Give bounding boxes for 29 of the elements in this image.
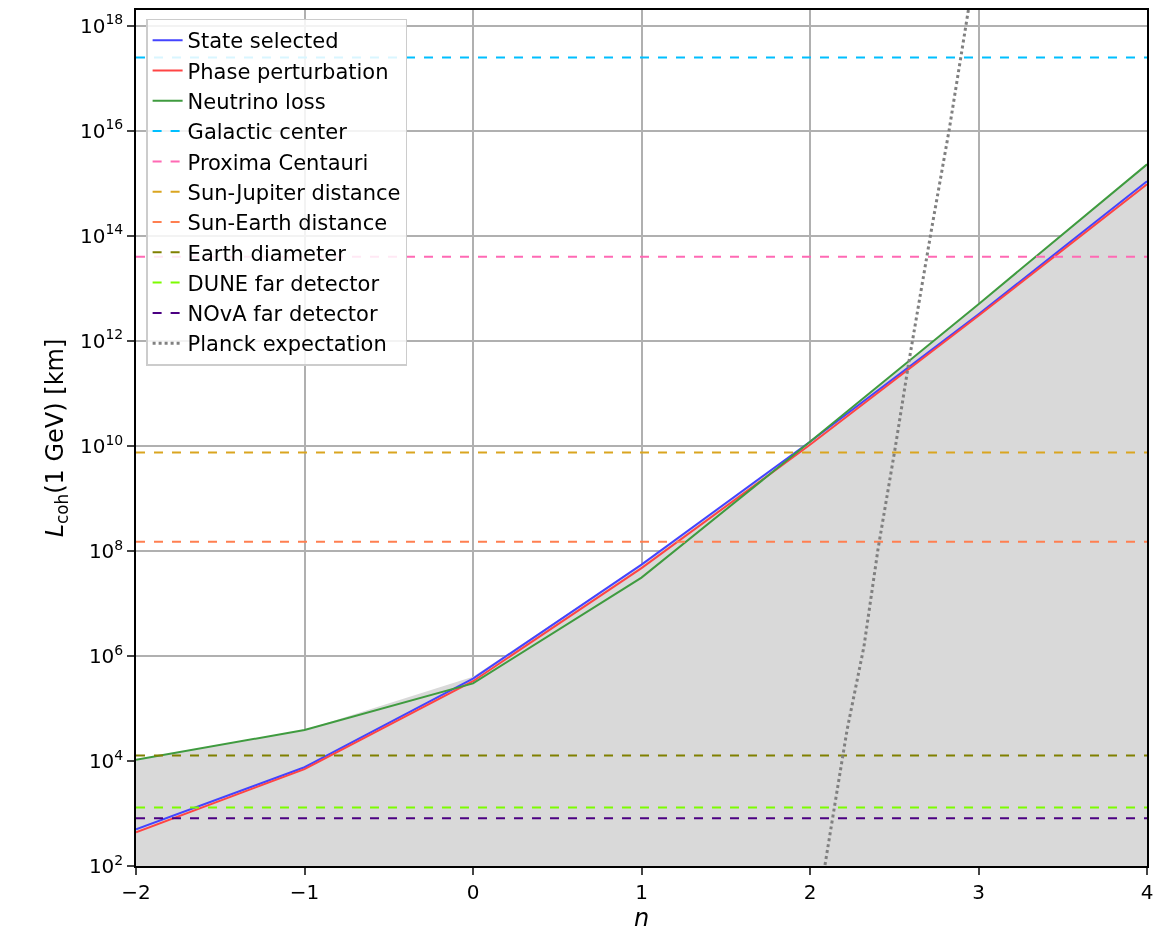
legend-label: State selected bbox=[187, 29, 339, 54]
x-tick-label: −2 bbox=[121, 879, 151, 904]
y-tick-label: 10$^{4}$ bbox=[88, 746, 124, 773]
legend-label: Sun-Earth distance bbox=[187, 211, 388, 236]
x-tick-label: 4 bbox=[1140, 879, 1154, 904]
x-tick-label: −1 bbox=[289, 879, 320, 904]
legend-label: Neutrino loss bbox=[187, 90, 326, 114]
legend-label: DUNE far detector bbox=[187, 271, 380, 296]
x-tick-label: 1 bbox=[635, 879, 648, 904]
y-tick-label: 10$^{6}$ bbox=[88, 641, 124, 668]
y-tick-label: 10$^{14}$ bbox=[79, 221, 124, 248]
legend-label: Earth diameter bbox=[187, 241, 347, 266]
x-tick-label: 0 bbox=[466, 879, 480, 904]
y-tick-label: 10$^{12}$ bbox=[79, 326, 124, 353]
x-tick-label: 2 bbox=[803, 879, 817, 904]
legend-label: Sun-Jupiter distance bbox=[187, 180, 401, 205]
y-tick-label: 10$^{2}$ bbox=[88, 851, 124, 878]
x-axis-title: n bbox=[633, 903, 650, 932]
y-tick-label: 10$^{16}$ bbox=[79, 116, 124, 143]
x-tick-label: 3 bbox=[972, 879, 985, 904]
y-tick-label: 10$^{10}$ bbox=[79, 431, 124, 458]
legend-label: Proxima Centauri bbox=[187, 150, 369, 175]
legend-label: NOvA far detector bbox=[187, 302, 378, 327]
line-series bbox=[823, 10, 970, 866]
legend-label: Phase perturbation bbox=[187, 59, 389, 84]
y-tick-label: 10$^{18}$ bbox=[79, 11, 124, 38]
legend-label: Planck expectation bbox=[187, 332, 387, 357]
y-tick-label: 10$^{8}$ bbox=[88, 536, 124, 563]
legend-label: Galactic center bbox=[187, 120, 348, 145]
